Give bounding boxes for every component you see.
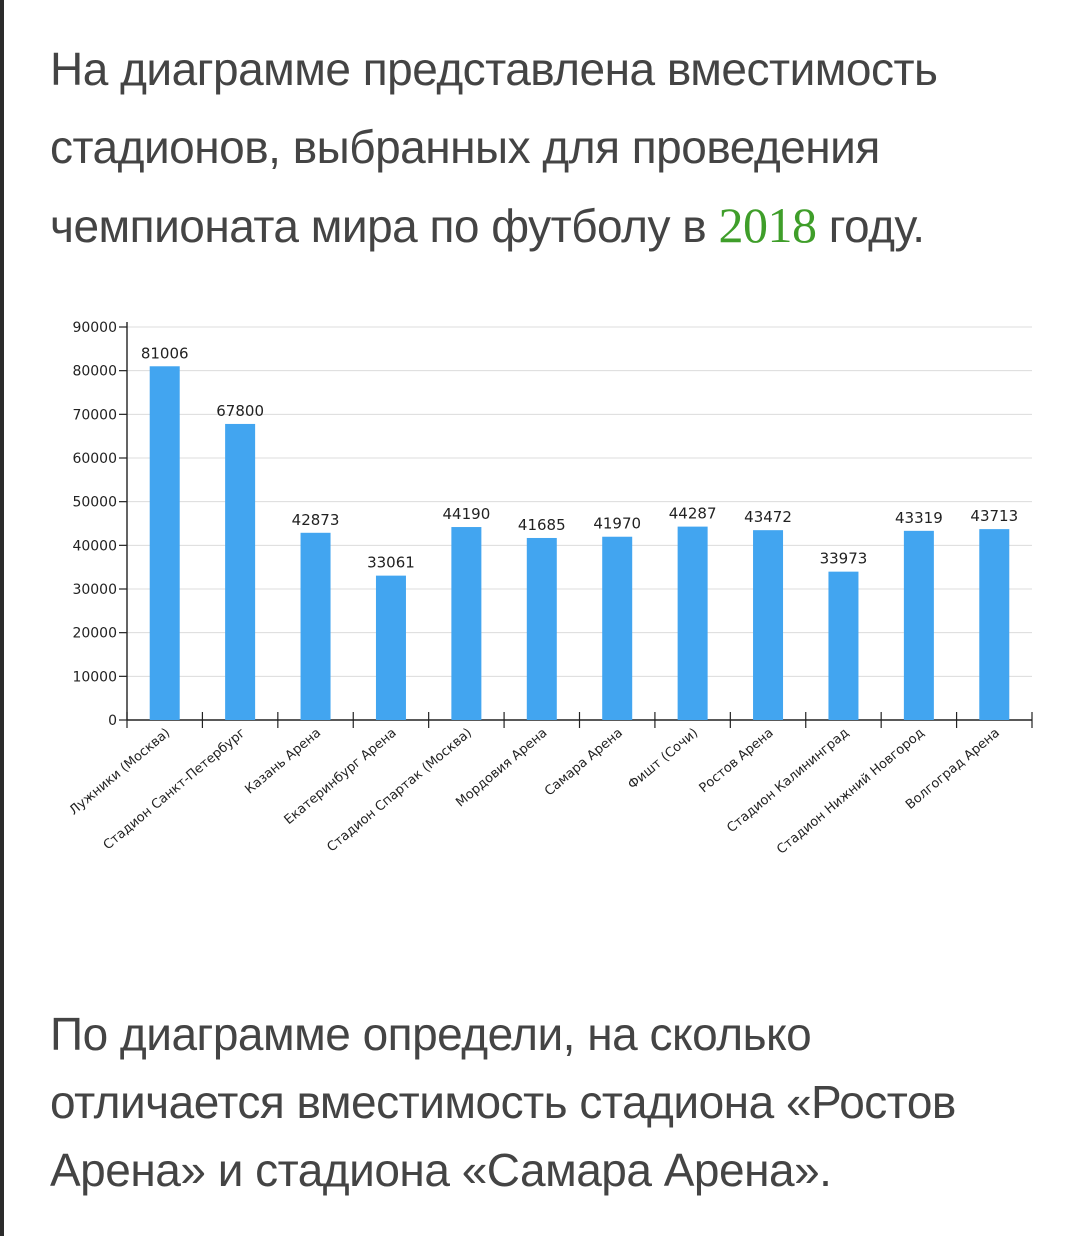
- bar-value-label: 33061: [367, 554, 415, 572]
- bar-value-label: 44190: [443, 505, 491, 523]
- bar: [526, 537, 557, 720]
- bar-value-label: 43319: [895, 509, 943, 527]
- bar: [300, 532, 331, 720]
- y-tick-label: 60000: [72, 451, 117, 467]
- intro-line-2: стадионов, выбранных для проведения: [50, 121, 880, 173]
- intro-line-3: чемпионата мира по футболу в 2018 году.: [50, 186, 1050, 265]
- y-tick-label: 0: [108, 713, 117, 729]
- y-tick-label: 80000: [72, 364, 117, 380]
- bar: [602, 536, 633, 720]
- bar: [149, 366, 180, 720]
- category-label: Стадион Спартак (Москва): [324, 726, 475, 856]
- intro-line-3-start: чемпионата мира по футболу в: [50, 200, 719, 252]
- bar: [828, 571, 859, 720]
- question-line-2: отличается вместимость стадиона «Ростов: [50, 1076, 956, 1128]
- bar-value-label: 33973: [820, 550, 868, 568]
- intro-line-3-end: году.: [816, 200, 925, 252]
- bar-value-label: 81006: [141, 344, 189, 362]
- bar-value-label: 44287: [669, 505, 717, 523]
- bar: [375, 575, 406, 720]
- y-tick-label: 30000: [72, 582, 117, 598]
- bar: [677, 526, 708, 720]
- y-tick-label: 90000: [72, 320, 117, 336]
- bar: [451, 527, 482, 720]
- category-label: Казань Арена: [242, 726, 324, 798]
- y-tick-label: 20000: [72, 626, 117, 642]
- bar: [903, 530, 934, 720]
- question-text: По диаграмме определи, на сколько отлича…: [50, 1000, 1050, 1204]
- bar-value-label: 67800: [216, 402, 264, 420]
- category-label: Стадион Калининград: [724, 726, 852, 837]
- left-border: [0, 0, 4, 1236]
- category-label: Ростов Арена: [697, 726, 777, 797]
- bar: [979, 529, 1010, 720]
- year-highlight: 2018: [718, 197, 817, 253]
- y-tick-label: 40000: [72, 538, 117, 554]
- y-tick-label: 50000: [72, 495, 117, 511]
- bar-value-label: 43713: [970, 507, 1018, 525]
- question-line-1: По диаграмме определи, на сколько: [50, 1008, 812, 1060]
- category-label: Фишт (Сочи): [625, 726, 701, 793]
- category-label: Самара Арена: [542, 726, 626, 800]
- question-line-3: Арена» и стадиона «Самара Арена».: [50, 1144, 832, 1196]
- bar: [753, 530, 784, 720]
- intro-line-1: На диаграмме представлена вместимость: [50, 43, 938, 95]
- category-label: Стадион Нижний Новгород: [774, 726, 927, 858]
- category-label: Стадион Санкт-Петербург: [101, 725, 249, 853]
- bar-value-label: 43472: [744, 508, 792, 526]
- bar: [225, 423, 256, 720]
- y-tick-label: 70000: [72, 407, 117, 423]
- intro-text: На диаграмме представлена вместимость ст…: [50, 30, 1050, 265]
- bar-value-label: 42873: [292, 511, 340, 529]
- bar-value-label: 41685: [518, 516, 566, 534]
- bar-value-label: 41970: [593, 515, 641, 533]
- y-tick-label: 10000: [72, 669, 117, 685]
- stadium-capacity-chart: 0 10000 20000 30000 40000 50000 60000 70000 8000…: [67, 320, 1033, 858]
